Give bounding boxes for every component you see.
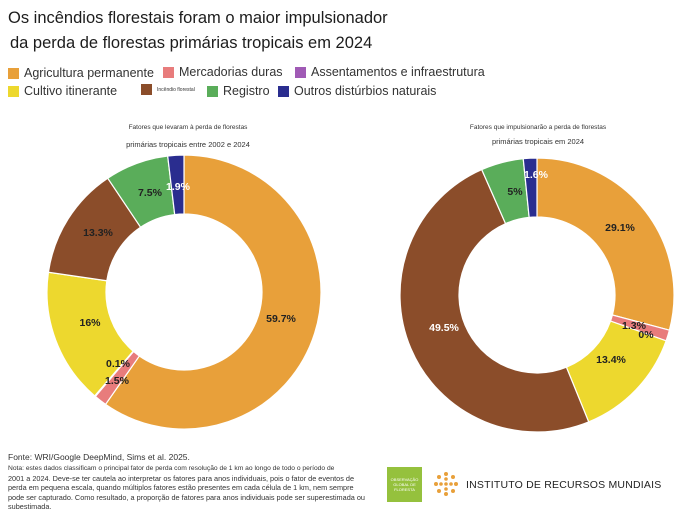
data-label: 49.5% <box>429 322 459 334</box>
slice-agricultura-permanente <box>536 157 675 331</box>
legend-swatch <box>8 85 19 97</box>
gfw-logo-text: OBSERVAÇÃO GLOBAL DE FLORESTA <box>390 477 419 492</box>
legend-item-incendio: Incêndio florestal <box>141 84 195 95</box>
chart-title-line1: Os incêndios florestais foram o maior im… <box>8 9 388 27</box>
slice-outros-disturbios-naturais <box>167 154 185 216</box>
legend-swatch <box>163 66 174 78</box>
data-label: 1.6% <box>524 169 549 181</box>
wri-logo-icon <box>434 472 458 496</box>
legend-label: Outros distúrbios naturais <box>294 84 437 98</box>
legend-label: Assentamentos e infraestrutura <box>311 65 485 79</box>
data-label: 16% <box>79 317 101 329</box>
data-label: 13.4% <box>596 354 626 366</box>
legend-item-assentamentos: Assentamentos e infraestrutura <box>295 65 485 79</box>
legend-label: Cultivo itinerante <box>24 84 118 98</box>
legend-swatch <box>8 67 19 79</box>
slice-incendio-florestal <box>399 168 590 433</box>
data-label: 1.5% <box>105 375 130 387</box>
legend-label: Incêndio florestal <box>157 86 195 93</box>
wri-name: INSTITUTO DE RECURSOS MUNDIAIS <box>466 479 662 491</box>
note-text: Nota: estes dados classificam o principa… <box>8 465 368 512</box>
note-line1: Nota: estes dados classificam o principa… <box>8 465 335 472</box>
data-label: 5% <box>507 186 523 198</box>
data-label: 1.9% <box>166 181 191 193</box>
legend-item-outros: Outros distúrbios naturais <box>278 84 436 98</box>
data-label: 59.7% <box>266 313 296 325</box>
global-forest-watch-logo: OBSERVAÇÃO GLOBAL DE FLORESTA <box>387 467 422 502</box>
slice-agricultura-permanente <box>104 154 322 430</box>
legend-swatch <box>295 66 306 78</box>
chart1-subtitle-line1: Fatores que levaram à perda de florestas <box>128 124 248 131</box>
donut-chart-2024: 29.1% 1.3%0% 13.4% 49.5% 5%1.6% <box>399 157 675 433</box>
data-label: 13.3% <box>83 227 113 239</box>
slice-outros-disturbios-naturais <box>522 157 538 219</box>
data-label: 29.1% <box>605 222 635 234</box>
donut-chart-2002-2024: 59.7% 1.5% 0.1% 16% 13.3% 7.5% 1.9% <box>46 154 322 430</box>
legend-swatch <box>278 85 289 97</box>
data-label: 0% <box>638 329 654 341</box>
chart2-subtitle-line2: primárias tropicais em 2024 <box>491 137 585 146</box>
note-rest: 2001 a 2024. Deve-se ter cautela ao inte… <box>8 473 365 512</box>
legend-item-registro: Registro <box>207 84 270 98</box>
source-text: Fonte: WRI/Google DeepMind, Sims et al. … <box>8 452 190 462</box>
data-label: 7.5% <box>138 187 163 199</box>
chart-title-line2: da perda de florestas primárias tropicai… <box>10 34 373 52</box>
legend-swatch <box>207 85 218 97</box>
data-label: 0.1% <box>106 358 131 370</box>
legend-swatch <box>141 84 152 95</box>
legend-label: Mercadorias duras <box>179 65 283 79</box>
data-label: 1.3% <box>622 320 647 332</box>
chart1-subtitle-line2: primárias tropicais entre 2002 e 2024 <box>126 140 250 149</box>
chart2-subtitle-line1: Fatores que impulsionarão a perda de flo… <box>469 124 607 131</box>
legend-label: Agricultura permanente <box>24 66 154 80</box>
legend-item-agricultura: Agricultura permanente <box>8 66 154 80</box>
legend-label: Registro <box>223 84 270 98</box>
legend-item-cultivo: Cultivo itinerante <box>8 84 117 98</box>
legend-item-mercadorias: Mercadorias duras <box>163 65 283 79</box>
